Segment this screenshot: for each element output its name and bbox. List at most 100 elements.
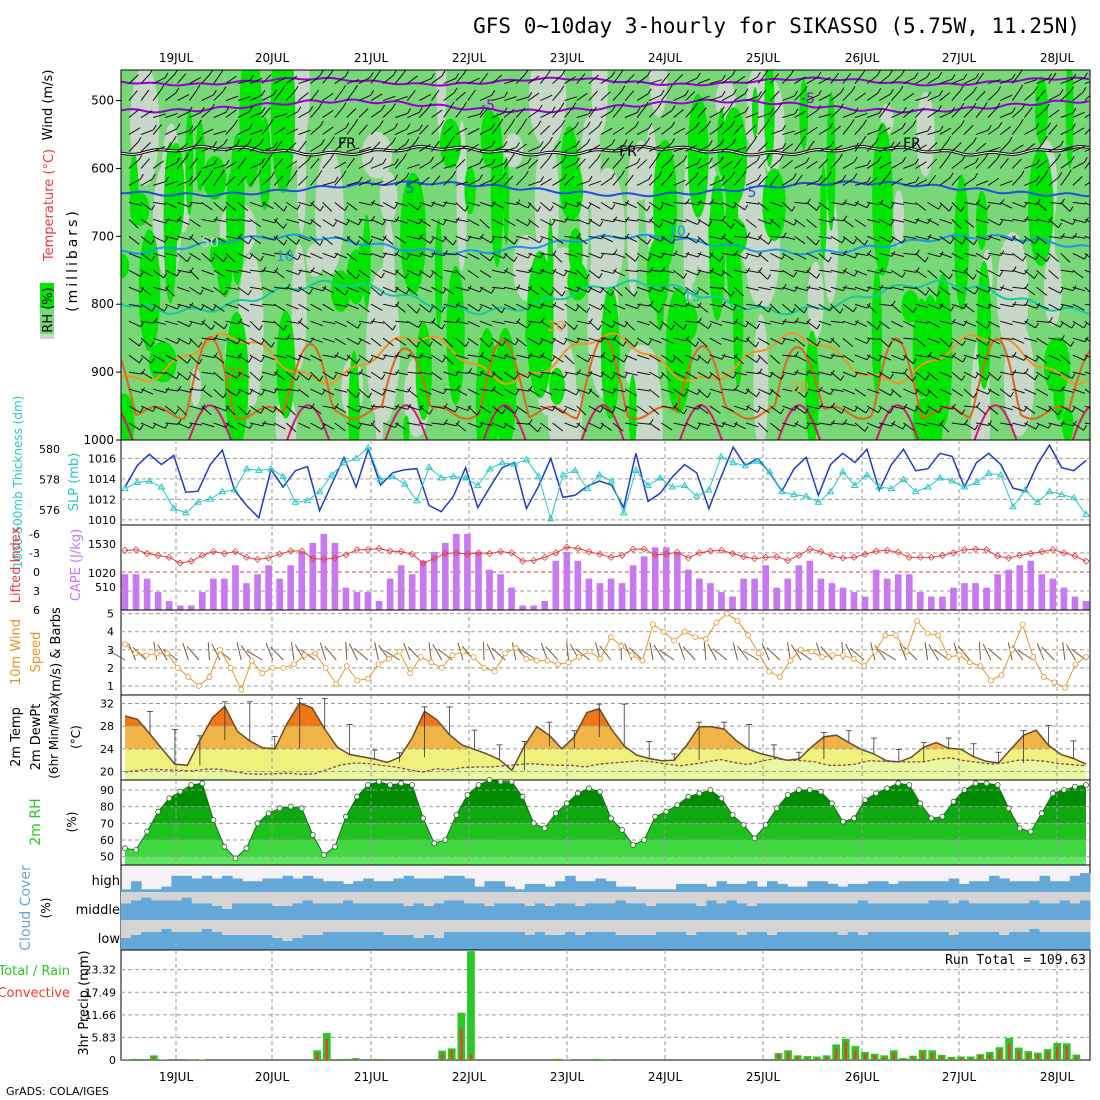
precip-conv-bar	[450, 1050, 453, 1060]
wind-barb	[963, 218, 975, 228]
wind-barb	[600, 371, 613, 380]
cloud-cell	[585, 903, 596, 920]
wind-barb-flag	[720, 106, 725, 112]
cloud-clear-cell	[878, 892, 889, 904]
wind-barb	[697, 95, 711, 102]
thickness-marker	[133, 478, 142, 485]
wind-barb	[370, 269, 382, 279]
wind-barb	[455, 303, 468, 310]
wind-barb	[273, 320, 284, 331]
wind-barb	[419, 235, 431, 244]
wind-barb	[334, 422, 346, 432]
cloud-cell	[534, 932, 546, 950]
wind-barb-flag	[526, 322, 531, 329]
wind-barb	[552, 405, 564, 414]
wind-barb	[479, 422, 493, 426]
wind-barb	[552, 269, 565, 277]
wind-barb-flag	[732, 372, 737, 379]
wind-barb	[1036, 127, 1048, 135]
wind-barb	[213, 337, 227, 342]
cloud-clear-cell	[666, 892, 677, 904]
wind-barb	[903, 77, 916, 85]
wind-barb	[394, 143, 407, 152]
wind-barb	[866, 405, 879, 414]
thickness-marker	[911, 487, 920, 495]
wind-barb	[782, 143, 794, 152]
rh-moist-patch	[439, 118, 461, 169]
wind-barb	[140, 405, 154, 412]
wind-barb	[213, 371, 224, 382]
wind-barb	[854, 320, 868, 327]
precip-run-total: Run Total = 109.63	[945, 953, 1086, 968]
wind-barb	[503, 79, 517, 85]
cloud-clear-cell	[181, 892, 193, 898]
wind-barb-flag	[816, 340, 821, 347]
cloud-clear-cell	[1069, 920, 1081, 932]
wind-barb	[625, 422, 638, 426]
wind-barb	[891, 320, 904, 328]
wind-barb-flag	[1071, 322, 1076, 329]
wind-barb	[951, 78, 965, 85]
wind-barb-flag	[660, 89, 665, 96]
wind-barb	[249, 337, 262, 346]
wind-barb	[564, 388, 577, 396]
wind-barb	[794, 218, 806, 228]
wind-barb-flag	[597, 324, 602, 331]
wind-barb	[733, 93, 746, 101]
wind-barb	[709, 354, 723, 360]
wind-barb	[939, 202, 950, 212]
wind-barb	[903, 252, 917, 256]
wind-barb	[951, 422, 965, 426]
wind-barb	[830, 252, 844, 256]
thickness-marker	[327, 470, 336, 478]
wind-barb	[286, 337, 300, 340]
wind-barb-flag	[976, 401, 981, 408]
wind-barb-flag	[381, 104, 386, 111]
precip-ylabel-total: Total / Rain	[0, 964, 70, 979]
wind-barb-flag	[443, 403, 448, 409]
wind-barb	[891, 286, 905, 291]
wind-barb-flag	[888, 70, 893, 76]
wind-barb	[431, 320, 443, 330]
wind-barb	[177, 94, 190, 101]
precip-tick-label: 17.49	[85, 986, 117, 999]
wind-barb	[757, 354, 769, 365]
wind-barb-flag	[599, 220, 604, 227]
wind-barb	[999, 158, 1009, 169]
wind-barb-flag	[380, 290, 385, 296]
rh-marker	[983, 780, 990, 787]
wind-barb	[261, 74, 272, 84]
cape-bar	[861, 596, 869, 610]
wind-barb-flag	[419, 233, 424, 240]
wind-barb-flag	[406, 123, 411, 130]
cape-bar	[154, 592, 162, 610]
wind-barb	[588, 286, 601, 294]
wind-barb-flag	[623, 139, 628, 145]
rh-marker	[276, 805, 283, 812]
wind-barb	[842, 201, 856, 207]
wind-barb	[975, 388, 989, 395]
wind-barb	[637, 422, 651, 425]
wind-barb	[225, 252, 236, 263]
wind-barb	[1024, 252, 1037, 260]
wind-barb	[491, 371, 503, 381]
wind-barb-flag	[975, 157, 979, 163]
rh-moist-patch	[709, 174, 726, 322]
wind-barb	[177, 252, 188, 263]
wind-barb-flag	[370, 89, 375, 96]
rh-moist-patch	[567, 262, 589, 301]
wind-barb	[624, 140, 634, 152]
wind-speed-marker	[776, 674, 783, 680]
wind-barb	[1084, 337, 1090, 342]
pressure-tick-label: 800	[91, 297, 114, 311]
wind-barb-flag	[986, 204, 991, 210]
wind-barb	[600, 303, 612, 314]
bottom-date-label: 24JUL	[648, 1070, 683, 1084]
wind-barb-flag	[841, 408, 846, 414]
cloud-cell	[141, 897, 152, 920]
wind-barb-flag	[514, 238, 518, 245]
wind-speed-marker	[428, 659, 435, 666]
wind-barb-flag	[1048, 216, 1053, 223]
wind-barb	[806, 109, 818, 118]
wind-barb	[273, 219, 284, 229]
